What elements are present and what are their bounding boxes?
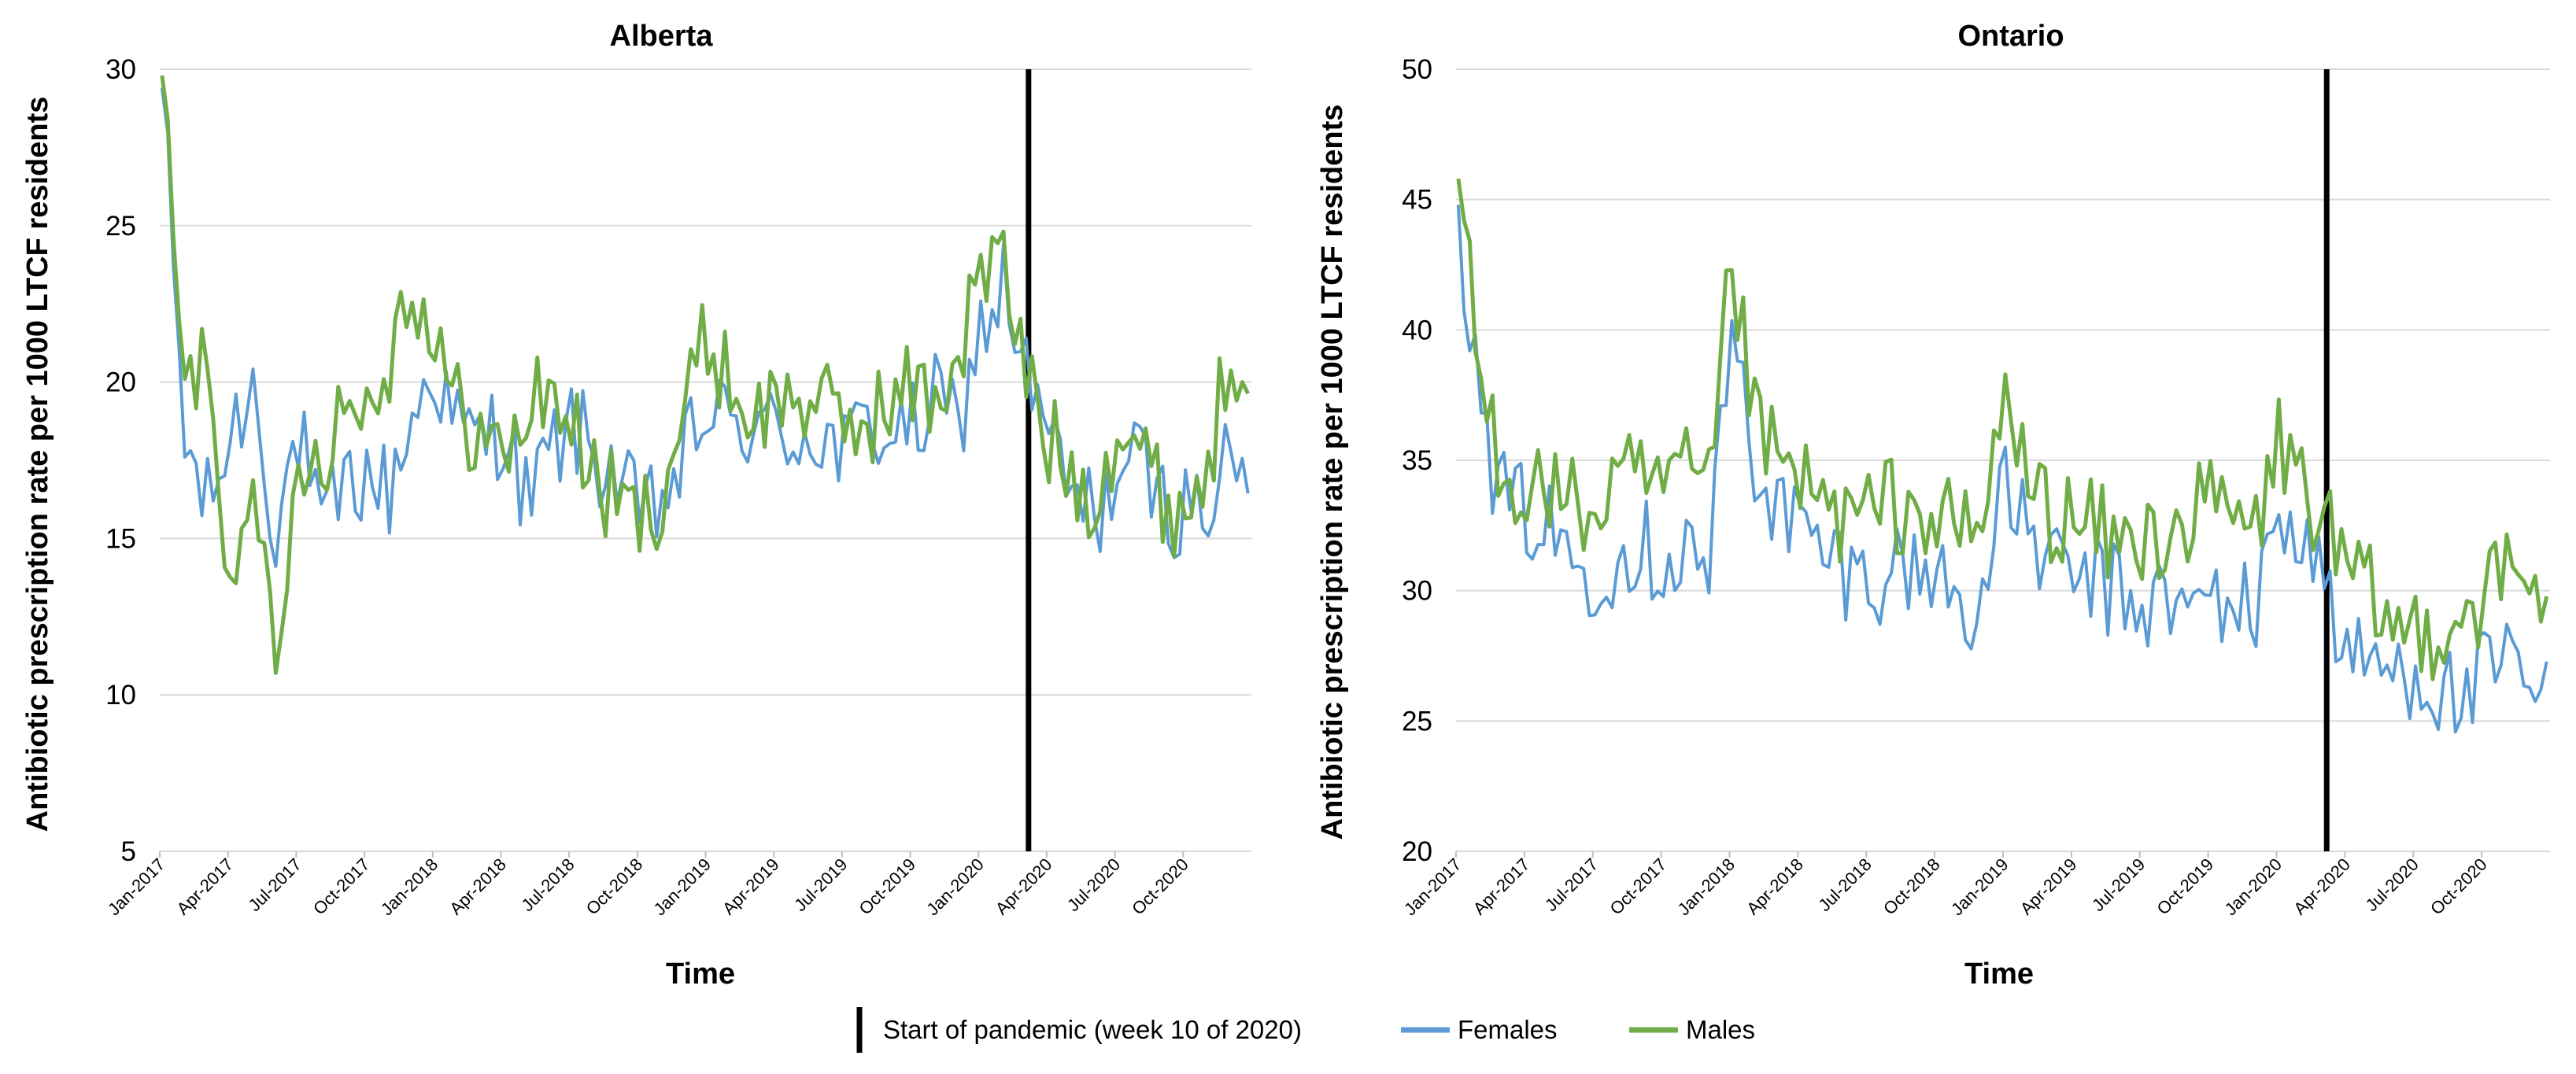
x-tick-label: Jul-2018 xyxy=(1814,854,1875,915)
x-tick-label: Jan-2018 xyxy=(377,854,442,920)
y-tick-label: 25 xyxy=(105,211,136,242)
x-tick-labels: Jan-2017 Apr-2017 Jul-2017 Oct-2017 Jan-2018… xyxy=(1400,851,2491,919)
y-tick-label: 50 xyxy=(1402,54,1432,85)
x-tick-label: Apr-2020 xyxy=(2290,854,2354,919)
x-tick-label: Jan-2020 xyxy=(2220,854,2286,920)
y-tick-label: 35 xyxy=(1402,445,1432,476)
x-tick-label: Oct-2017 xyxy=(1606,854,1670,919)
x-tick-label: Oct-2020 xyxy=(2426,854,2491,919)
x-tick-label: Jul-2020 xyxy=(2361,854,2422,915)
x-tick-label: Jan-2019 xyxy=(649,854,715,920)
legend-label-pandemic: Start of pandemic (week 10 of 2020) xyxy=(883,1015,1302,1044)
x-tick-label: Jul-2017 xyxy=(1541,854,1602,915)
x-tick-label: Oct-2019 xyxy=(2153,854,2217,919)
legend: Start of pandemic (week 10 of 2020) Fema… xyxy=(856,1007,1755,1053)
x-tick-label: Oct-2017 xyxy=(309,854,374,919)
y-tick-label: 10 xyxy=(105,680,136,710)
x-tick-label: Jan-2020 xyxy=(922,854,988,920)
y-tick-label: 45 xyxy=(1402,185,1432,216)
y-tick-label: 15 xyxy=(105,523,136,554)
series-lines xyxy=(1456,178,2549,734)
x-tick-label: Jan-2019 xyxy=(1947,854,2012,920)
x-tick-label: Oct-2019 xyxy=(855,854,919,919)
x-tick-label: Apr-2019 xyxy=(719,854,783,919)
series-line-males xyxy=(160,75,1250,675)
x-tick-label: Jul-2019 xyxy=(2088,854,2149,915)
x-axis-label: Time xyxy=(1964,958,2034,991)
y-tick-labels: 5 10 15 20 25 30 xyxy=(105,54,136,867)
x-tick-label: Apr-2019 xyxy=(2016,854,2081,919)
x-tick-label: Jul-2017 xyxy=(245,854,305,915)
x-tick-label: Oct-2020 xyxy=(1128,854,1192,919)
y-tick-label: 20 xyxy=(105,367,136,398)
y-tick-label: 5 xyxy=(121,836,136,867)
x-tick-label: Jul-2020 xyxy=(1063,854,1124,915)
chart-panel-ontario: 20 25 30 35 40 45 50 Jan-2017 Apr-2017 Jul-2017 O… xyxy=(1316,20,2550,991)
y-tick-label: 40 xyxy=(1402,315,1432,345)
legend-label-females: Females xyxy=(1458,1015,1558,1044)
chart-title: Alberta xyxy=(610,20,714,53)
series-line-males xyxy=(1456,178,2549,681)
y-tick-label: 30 xyxy=(105,54,136,85)
y-axis-label: Antibiotic prescription rate per 1000 LT… xyxy=(21,97,54,832)
series-lines xyxy=(160,75,1250,675)
x-tick-label: Oct-2018 xyxy=(1879,854,1944,919)
x-tick-label: Jan-2017 xyxy=(104,854,169,920)
x-tick-label: Jul-2018 xyxy=(517,854,578,915)
y-axis-label: Antibiotic prescription rate per 1000 LT… xyxy=(1316,105,1349,840)
y-tick-labels: 20 25 30 35 40 45 50 xyxy=(1402,54,1432,867)
y-tick-label: 25 xyxy=(1402,706,1432,736)
gridlines xyxy=(160,68,1251,852)
x-axis-label: Time xyxy=(666,958,735,991)
x-tick-label: Jan-2018 xyxy=(1673,854,1739,920)
x-tick-labels: Jan-2017 Apr-2017 Jul-2017 Oct-2017 Jan-2018… xyxy=(104,851,1192,919)
y-tick-label: 30 xyxy=(1402,576,1432,607)
x-tick-label: Jul-2019 xyxy=(790,854,851,915)
x-tick-label: Apr-2018 xyxy=(1743,854,1807,919)
series-line-females xyxy=(1456,205,2548,734)
x-tick-label: Apr-2017 xyxy=(173,854,238,919)
chart-title: Ontario xyxy=(1957,20,2064,53)
x-tick-label: Apr-2017 xyxy=(1469,854,1534,919)
x-tick-label: Apr-2020 xyxy=(992,854,1056,919)
y-tick-label: 20 xyxy=(1402,836,1432,867)
x-tick-label: Oct-2018 xyxy=(582,854,647,919)
legend-label-males: Males xyxy=(1686,1015,1755,1044)
x-tick-label: Apr-2018 xyxy=(445,854,510,919)
